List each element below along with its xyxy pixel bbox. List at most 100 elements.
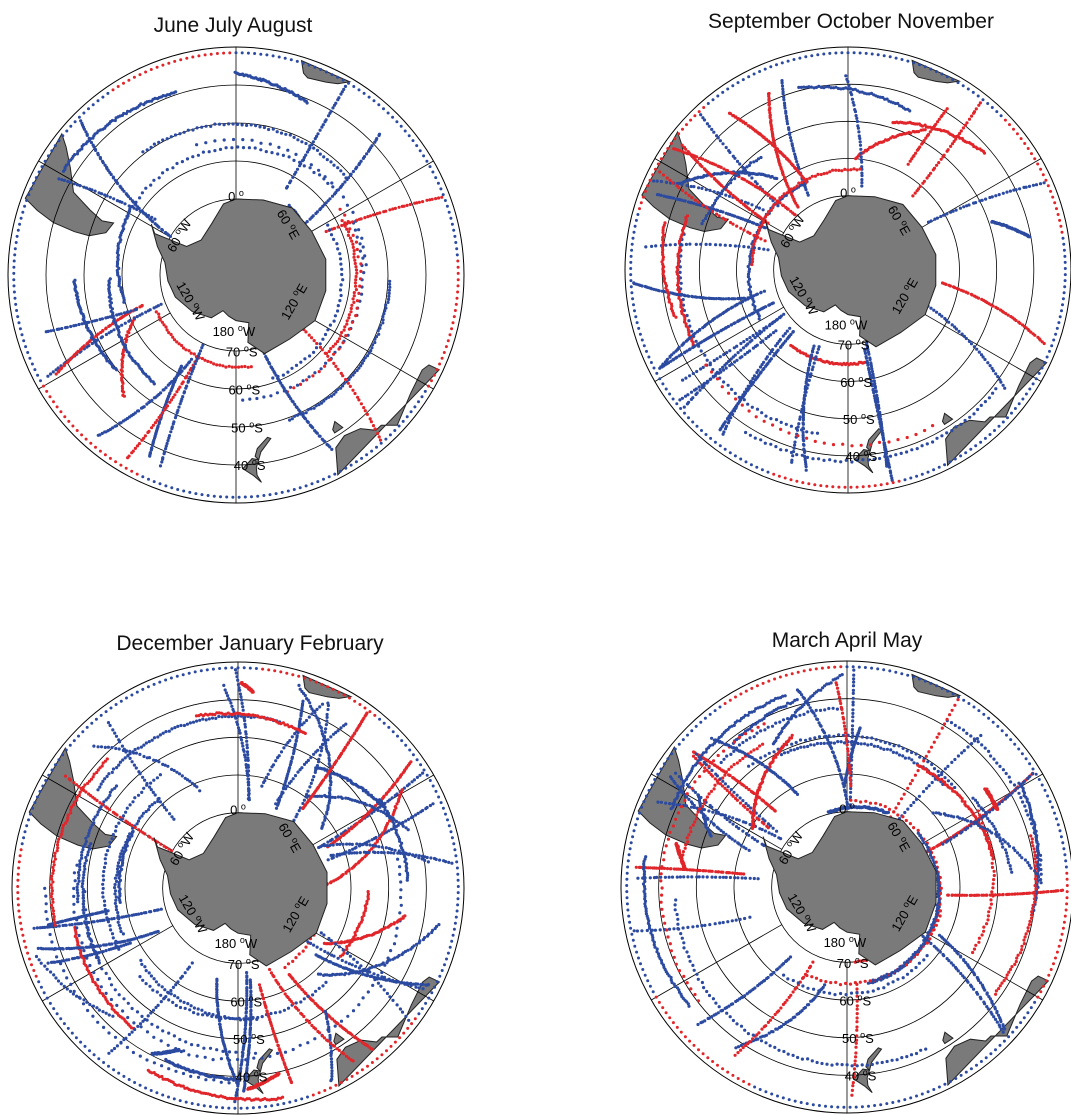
track-point [80, 322, 84, 326]
track-point [117, 763, 121, 767]
track-point [356, 395, 360, 399]
track-point [922, 179, 926, 183]
track-point [172, 338, 177, 342]
track-point [176, 996, 180, 1000]
track-point [785, 122, 790, 126]
track-point [246, 777, 251, 781]
track-point [378, 211, 382, 215]
track-point [357, 291, 361, 295]
track-point [775, 317, 779, 321]
track-point [230, 365, 234, 369]
track-point [191, 155, 195, 159]
track-point [51, 328, 56, 332]
track-point [428, 803, 432, 808]
track-point [306, 1041, 310, 1045]
track-point [752, 72, 756, 76]
track-point [1010, 411, 1013, 415]
track-point [994, 387, 998, 391]
track-point [348, 384, 352, 388]
track-point [631, 236, 635, 240]
track-point [746, 124, 750, 128]
track-point [661, 240, 665, 245]
track-point [175, 340, 179, 344]
track-point [797, 181, 801, 185]
track-point [108, 277, 112, 281]
track-point [708, 242, 712, 246]
track-point [860, 171, 864, 175]
meridian-line [42, 925, 173, 1002]
track-point [336, 834, 340, 838]
track-point [855, 119, 859, 124]
track-point [116, 253, 120, 257]
track-point [367, 351, 371, 355]
track-point [839, 460, 843, 464]
track-point [807, 482, 811, 486]
track-point [908, 159, 912, 163]
track-point [454, 302, 458, 306]
track-point [252, 1056, 256, 1060]
track-point [879, 483, 883, 487]
track-point [227, 697, 231, 701]
track-point [852, 167, 856, 171]
track-point [264, 150, 268, 154]
track-point [837, 485, 841, 489]
track-point [136, 409, 140, 413]
track-point [387, 829, 391, 833]
track-point [789, 191, 793, 196]
track-point [660, 250, 665, 254]
track-point [979, 440, 983, 444]
track-point [231, 122, 235, 126]
track-point [354, 288, 358, 292]
track-point [79, 347, 83, 352]
track-point [803, 393, 807, 398]
track-point [681, 127, 684, 131]
track-point [736, 351, 740, 355]
track-point [887, 440, 891, 444]
track-point [971, 90, 975, 94]
track-point [138, 313, 142, 317]
track-point [940, 72, 944, 76]
track-point [708, 188, 712, 192]
track-point [12, 271, 16, 275]
track-point [822, 172, 826, 176]
track-point [650, 244, 654, 248]
track-point [726, 421, 730, 425]
track-point [217, 714, 221, 719]
track-point [393, 805, 397, 809]
track-point [817, 345, 821, 349]
track-point [399, 888, 403, 892]
track-point [345, 203, 349, 207]
track-point [404, 819, 408, 823]
track-point [316, 132, 320, 136]
track-point [295, 167, 300, 171]
track-point [938, 312, 942, 316]
track-point [349, 310, 353, 314]
track-point [747, 282, 751, 286]
track-point [91, 1004, 95, 1008]
track-point [950, 142, 955, 146]
track-point [700, 222, 704, 226]
track-point [69, 180, 73, 184]
track-point [346, 381, 350, 385]
track-point [945, 107, 949, 111]
track-point [381, 321, 385, 325]
track-point [138, 73, 142, 77]
track-point [59, 410, 63, 414]
track-point [371, 983, 375, 987]
track-point [336, 956, 340, 960]
track-point [805, 375, 809, 379]
track-point [375, 137, 379, 141]
track-point [875, 405, 879, 409]
track-point [939, 157, 943, 161]
track-point [768, 111, 772, 115]
track-point [60, 178, 64, 182]
track-point [763, 67, 767, 71]
track-point [183, 376, 188, 380]
track-point [923, 428, 927, 433]
track-point [124, 346, 128, 350]
track-point [642, 344, 646, 348]
track-point [878, 456, 882, 461]
track-point [708, 377, 712, 381]
track-point [669, 291, 673, 295]
track-point [756, 157, 761, 161]
